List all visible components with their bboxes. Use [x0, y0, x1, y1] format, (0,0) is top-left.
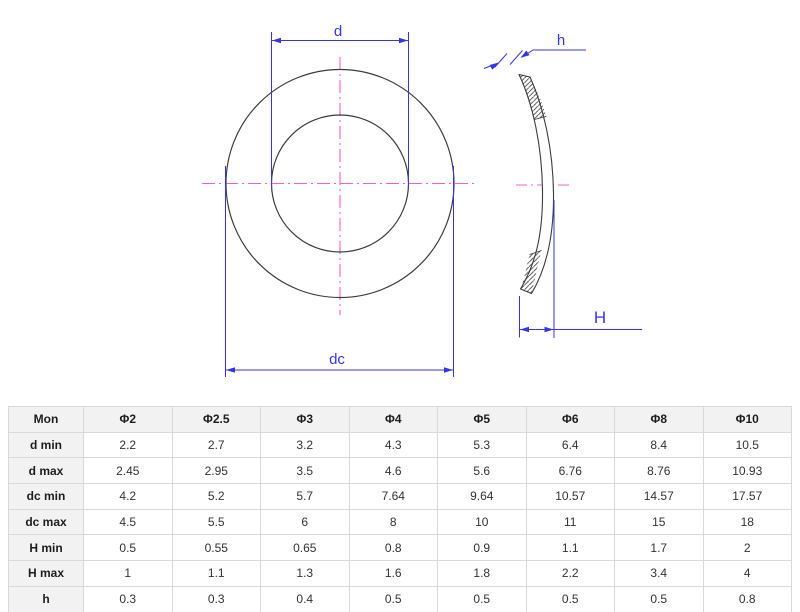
value-cell: 0.3: [83, 585, 173, 612]
value-cell: 8.4: [614, 431, 704, 459]
value-cell: 8.76: [614, 457, 704, 485]
size-header-cell: Φ8: [614, 406, 704, 433]
table-row: H max 1 1.1 1.3 1.6 1.8 2.2 3.4 4: [8, 560, 792, 587]
size-header-cell: Φ5: [437, 406, 527, 433]
value-cell: 10.57: [525, 483, 615, 510]
value-cell: 3.4: [614, 560, 704, 587]
corner-header-cell: Mon: [8, 406, 84, 433]
value-cell: 5.5: [171, 508, 261, 536]
value-cell: 15: [614, 508, 704, 536]
row-label-cell: d min: [8, 431, 84, 459]
value-cell: 4: [702, 560, 792, 587]
table-row: dc max 4.5 5.5 6 8 10 11 15 18: [8, 508, 792, 536]
row-label-cell: dc max: [8, 508, 84, 536]
value-cell: 8: [348, 508, 438, 536]
value-cell: 0.5: [348, 585, 438, 612]
value-cell: 1.7: [614, 534, 704, 562]
value-cell: 18: [702, 508, 792, 536]
value-cell: 5.3: [437, 431, 527, 459]
size-header-cell: Φ2.5: [171, 406, 261, 433]
value-cell: 0.4: [260, 585, 350, 612]
value-cell: 5.7: [260, 483, 350, 510]
value-cell: 1.1: [171, 560, 261, 587]
value-cell: 1.6: [348, 560, 438, 587]
value-cell: 10: [437, 508, 527, 536]
value-cell: 10.93: [702, 457, 792, 485]
dimension-dc: [225, 166, 454, 377]
value-cell: 2.95: [171, 457, 261, 485]
value-cell: 4.5: [83, 508, 173, 536]
hatch-top: [519, 74, 547, 120]
row-label-cell: H min: [8, 534, 84, 562]
value-cell: 7.64: [348, 483, 438, 510]
value-cell: 4.3: [348, 431, 438, 459]
value-cell: 2.2: [83, 431, 173, 459]
hatch-bottom: [520, 250, 542, 294]
dimension-h: [483, 49, 586, 70]
value-cell: 1: [83, 560, 173, 587]
value-cell: 0.8: [702, 585, 792, 612]
value-cell: 11: [525, 508, 615, 536]
value-cell: 14.57: [614, 483, 704, 510]
value-cell: 6.76: [525, 457, 615, 485]
value-cell: 6.4: [525, 431, 615, 459]
value-cell: 0.5: [614, 585, 704, 612]
technical-drawing: d dc: [202, 23, 642, 377]
hatch-bottom-boundary: [529, 250, 542, 255]
value-cell: 4.2: [83, 483, 173, 510]
label-h: h: [557, 32, 565, 49]
value-cell: 17.57: [702, 483, 792, 510]
value-cell: 2.2: [525, 560, 615, 587]
value-cell: 0.3: [171, 585, 261, 612]
value-cell: 0.65: [260, 534, 350, 562]
label-d: d: [334, 23, 342, 40]
value-cell: 10.5: [702, 431, 792, 459]
row-label-cell: H max: [8, 560, 84, 587]
value-cell: 0.8: [348, 534, 438, 562]
value-cell: 1.8: [437, 560, 527, 587]
hatch-top-boundary: [534, 115, 547, 120]
spec-table-head: Mon Φ2 Φ2.5 Φ3 Φ4 Φ5 Φ6 Φ8 Φ10: [8, 406, 792, 433]
size-header-cell: Φ10: [702, 406, 792, 433]
value-cell: 0.55: [171, 534, 261, 562]
spec-table: Mon Φ2 Φ2.5 Φ3 Φ4 Φ5 Φ6 Φ8 Φ10 d min 2.2 2.7 3.2 4.3…: [8, 406, 792, 612]
spec-table-body: d min 2.2 2.7 3.2 4.3 5.3 6.4 8.4 10.5 d max 2.45 2…: [8, 431, 792, 612]
dimension-H: [519, 200, 642, 338]
size-header-cell: Φ4: [348, 406, 438, 433]
size-header-cell: Φ6: [525, 406, 615, 433]
value-cell: 2: [702, 534, 792, 562]
label-dc: dc: [329, 351, 345, 368]
value-cell: 0.5: [437, 585, 527, 612]
table-row: dc min 4.2 5.2 5.7 7.64 9.64 10.57 14.57 17.57: [8, 483, 792, 510]
value-cell: 2.7: [171, 431, 261, 459]
value-cell: 4.6: [348, 457, 438, 485]
row-label-cell: h: [8, 585, 84, 612]
table-row: h 0.3 0.3 0.4 0.5 0.5 0.5 0.5 0.8: [8, 585, 792, 612]
table-row: d max 2.45 2.95 3.5 4.6 5.6 6.76 8.76 10.93: [8, 457, 792, 485]
table-row: H min 0.5 0.55 0.65 0.8 0.9 1.1 1.7 2: [8, 534, 792, 562]
value-cell: 9.64: [437, 483, 527, 510]
value-cell: 5.6: [437, 457, 527, 485]
table-row: d min 2.2 2.7 3.2 4.3 5.3 6.4 8.4 10.5: [8, 431, 792, 459]
row-label-cell: dc min: [8, 483, 84, 510]
front-view: d dc: [202, 23, 478, 377]
label-H: H: [594, 308, 606, 327]
value-cell: 3.5: [260, 457, 350, 485]
value-cell: 2.45: [83, 457, 173, 485]
size-header-cell: Φ2: [83, 406, 173, 433]
value-cell: 6: [260, 508, 350, 536]
value-cell: 1.1: [525, 534, 615, 562]
side-view: h H: [483, 32, 642, 338]
dimension-d: [271, 32, 409, 188]
value-cell: 0.5: [525, 585, 615, 612]
row-label-cell: d max: [8, 457, 84, 485]
value-cell: 3.2: [260, 431, 350, 459]
value-cell: 1.3: [260, 560, 350, 587]
header-row: Mon Φ2 Φ2.5 Φ3 Φ4 Φ5 Φ6 Φ8 Φ10: [8, 406, 792, 433]
size-header-cell: Φ3: [260, 406, 350, 433]
value-cell: 0.5: [83, 534, 173, 562]
value-cell: 0.9: [437, 534, 527, 562]
value-cell: 5.2: [171, 483, 261, 510]
